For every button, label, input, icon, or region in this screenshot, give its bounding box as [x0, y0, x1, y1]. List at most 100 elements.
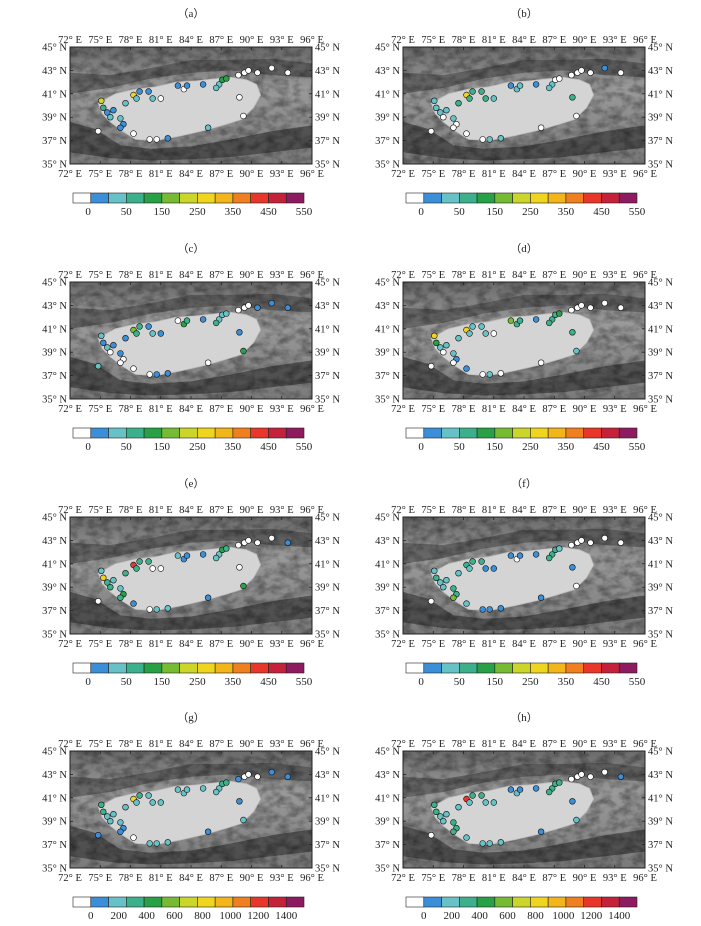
lat-tick-label: 41° N [315, 324, 340, 335]
lat-tick-label: 41° N [315, 89, 340, 100]
colorbar-swatch [197, 192, 216, 204]
station-marker [440, 817, 447, 825]
lat-tick-label: 43° N [42, 301, 67, 312]
colorbar-swatch [405, 192, 425, 204]
lat-tick-label: 43° N [315, 770, 340, 781]
colorbar-swatch [90, 662, 109, 674]
station-marker [107, 583, 114, 591]
station-marker [482, 95, 489, 102]
lon-tick-label: 72° E [58, 639, 82, 650]
lat-tick-label: 35° N [375, 630, 400, 641]
lat-tick-label: 41° N [648, 559, 673, 570]
lat-tick-label: 35° N [648, 160, 673, 171]
station-marker [117, 124, 124, 131]
lon-tick-label: 93° E [270, 270, 294, 281]
station-marker [532, 551, 540, 558]
station-marker [440, 349, 447, 356]
lon-tick-label: 81° E [149, 270, 173, 281]
panels-layer: （a） 72° E 72° E 75° E 75° E 78° E 78° E 81° E 81… [42, 7, 673, 922]
panel-label: （b） [510, 7, 538, 20]
station-marker [107, 113, 114, 121]
colorbar-swatch [126, 427, 145, 439]
station-marker [133, 565, 140, 572]
lat-tick-label: 45° N [375, 43, 400, 54]
station-marker [617, 773, 624, 780]
station-marker [479, 840, 486, 847]
colorbar-swatch [601, 192, 620, 204]
lat-tick-label: 45° N [42, 278, 67, 289]
station-marker [437, 579, 444, 586]
station-markers [94, 534, 291, 613]
lon-tick-label: 81° E [149, 873, 173, 884]
station-marker [122, 99, 129, 107]
station-marker [268, 534, 275, 542]
lon-tick-label: 75° E [421, 169, 445, 180]
station-marker [117, 819, 124, 826]
colorbar: 0 200 400 600 800 1000 1200 1400 [405, 896, 638, 922]
station-marker [486, 606, 493, 613]
colorbar-swatch [232, 427, 251, 439]
colorbar-swatch [618, 427, 638, 439]
colorbar-tick-label: 800 [194, 910, 211, 922]
station-marker [479, 606, 486, 613]
station-marker [463, 365, 470, 372]
terrain-relief [70, 47, 312, 164]
panel-label: （e） [178, 477, 205, 490]
lon-tick-label: 90° E [573, 873, 597, 884]
map-panel-d: （d） 72° E 72° E 75° E 75° E 78° E 78° E 81° E 81… [375, 242, 673, 453]
colorbar-swatch [512, 896, 531, 908]
colorbar-swatch [547, 662, 567, 674]
lon-tick-label: 72° E [391, 404, 415, 415]
colorbar: 0 200 400 600 800 1000 1200 1400 [72, 896, 305, 922]
lat-tick-label: 37° N [375, 371, 400, 382]
station-marker [104, 344, 111, 351]
colorbar-swatch [494, 427, 513, 439]
station-marker [235, 775, 242, 783]
colorbar-swatch [494, 896, 513, 908]
lat-tick-label: 39° N [648, 113, 673, 124]
station-marker [98, 97, 105, 105]
lat-tick-label: 37° N [315, 606, 340, 617]
station-marker [455, 569, 462, 577]
station-markers [94, 64, 291, 143]
colorbar-swatch [143, 662, 163, 674]
lat-tick-label: 35° N [375, 864, 400, 875]
lat-tick-label: 41° N [375, 324, 400, 335]
colorbar-swatch [512, 427, 531, 439]
colorbar: 0 50 150 250 350 450 550 [405, 192, 646, 218]
colorbar-swatch [423, 192, 442, 204]
lat-tick-label: 37° N [42, 371, 67, 382]
station-marker [507, 786, 515, 793]
lat-tick-label: 45° N [375, 747, 400, 758]
lat-tick-label: 37° N [315, 136, 340, 147]
station-marker [110, 106, 117, 114]
station-marker [482, 330, 489, 337]
colorbar-swatch [268, 192, 287, 204]
station-marker [532, 81, 540, 88]
lat-tick-label: 43° N [375, 770, 400, 781]
lon-tick-label: 78° E [452, 270, 476, 281]
lon-tick-label: 90° E [240, 404, 264, 415]
lat-tick-label: 35° N [42, 395, 67, 406]
colorbar-swatch [250, 427, 269, 439]
station-marker [466, 95, 473, 102]
station-marker [450, 819, 457, 826]
station-marker [149, 799, 156, 806]
lon-tick-label: 84° E [512, 639, 536, 650]
colorbar-swatch [547, 896, 567, 908]
lon-tick-label: 87° E [542, 270, 566, 281]
colorbar-tick-label: 600 [499, 910, 516, 922]
lat-tick-label: 43° N [375, 301, 400, 312]
station-marker [516, 82, 524, 89]
station-marker [516, 552, 524, 559]
station-marker [573, 816, 580, 824]
station-marker [199, 81, 207, 88]
station-marker [130, 130, 137, 137]
station-marker [466, 565, 473, 572]
lon-tick-label: 81° E [149, 739, 173, 750]
colorbar-tick-label: 50 [454, 206, 466, 218]
colorbar-tick-label: 1000 [219, 910, 242, 922]
colorbar-swatch [423, 896, 442, 908]
station-marker [486, 840, 493, 847]
station-marker [157, 565, 165, 572]
